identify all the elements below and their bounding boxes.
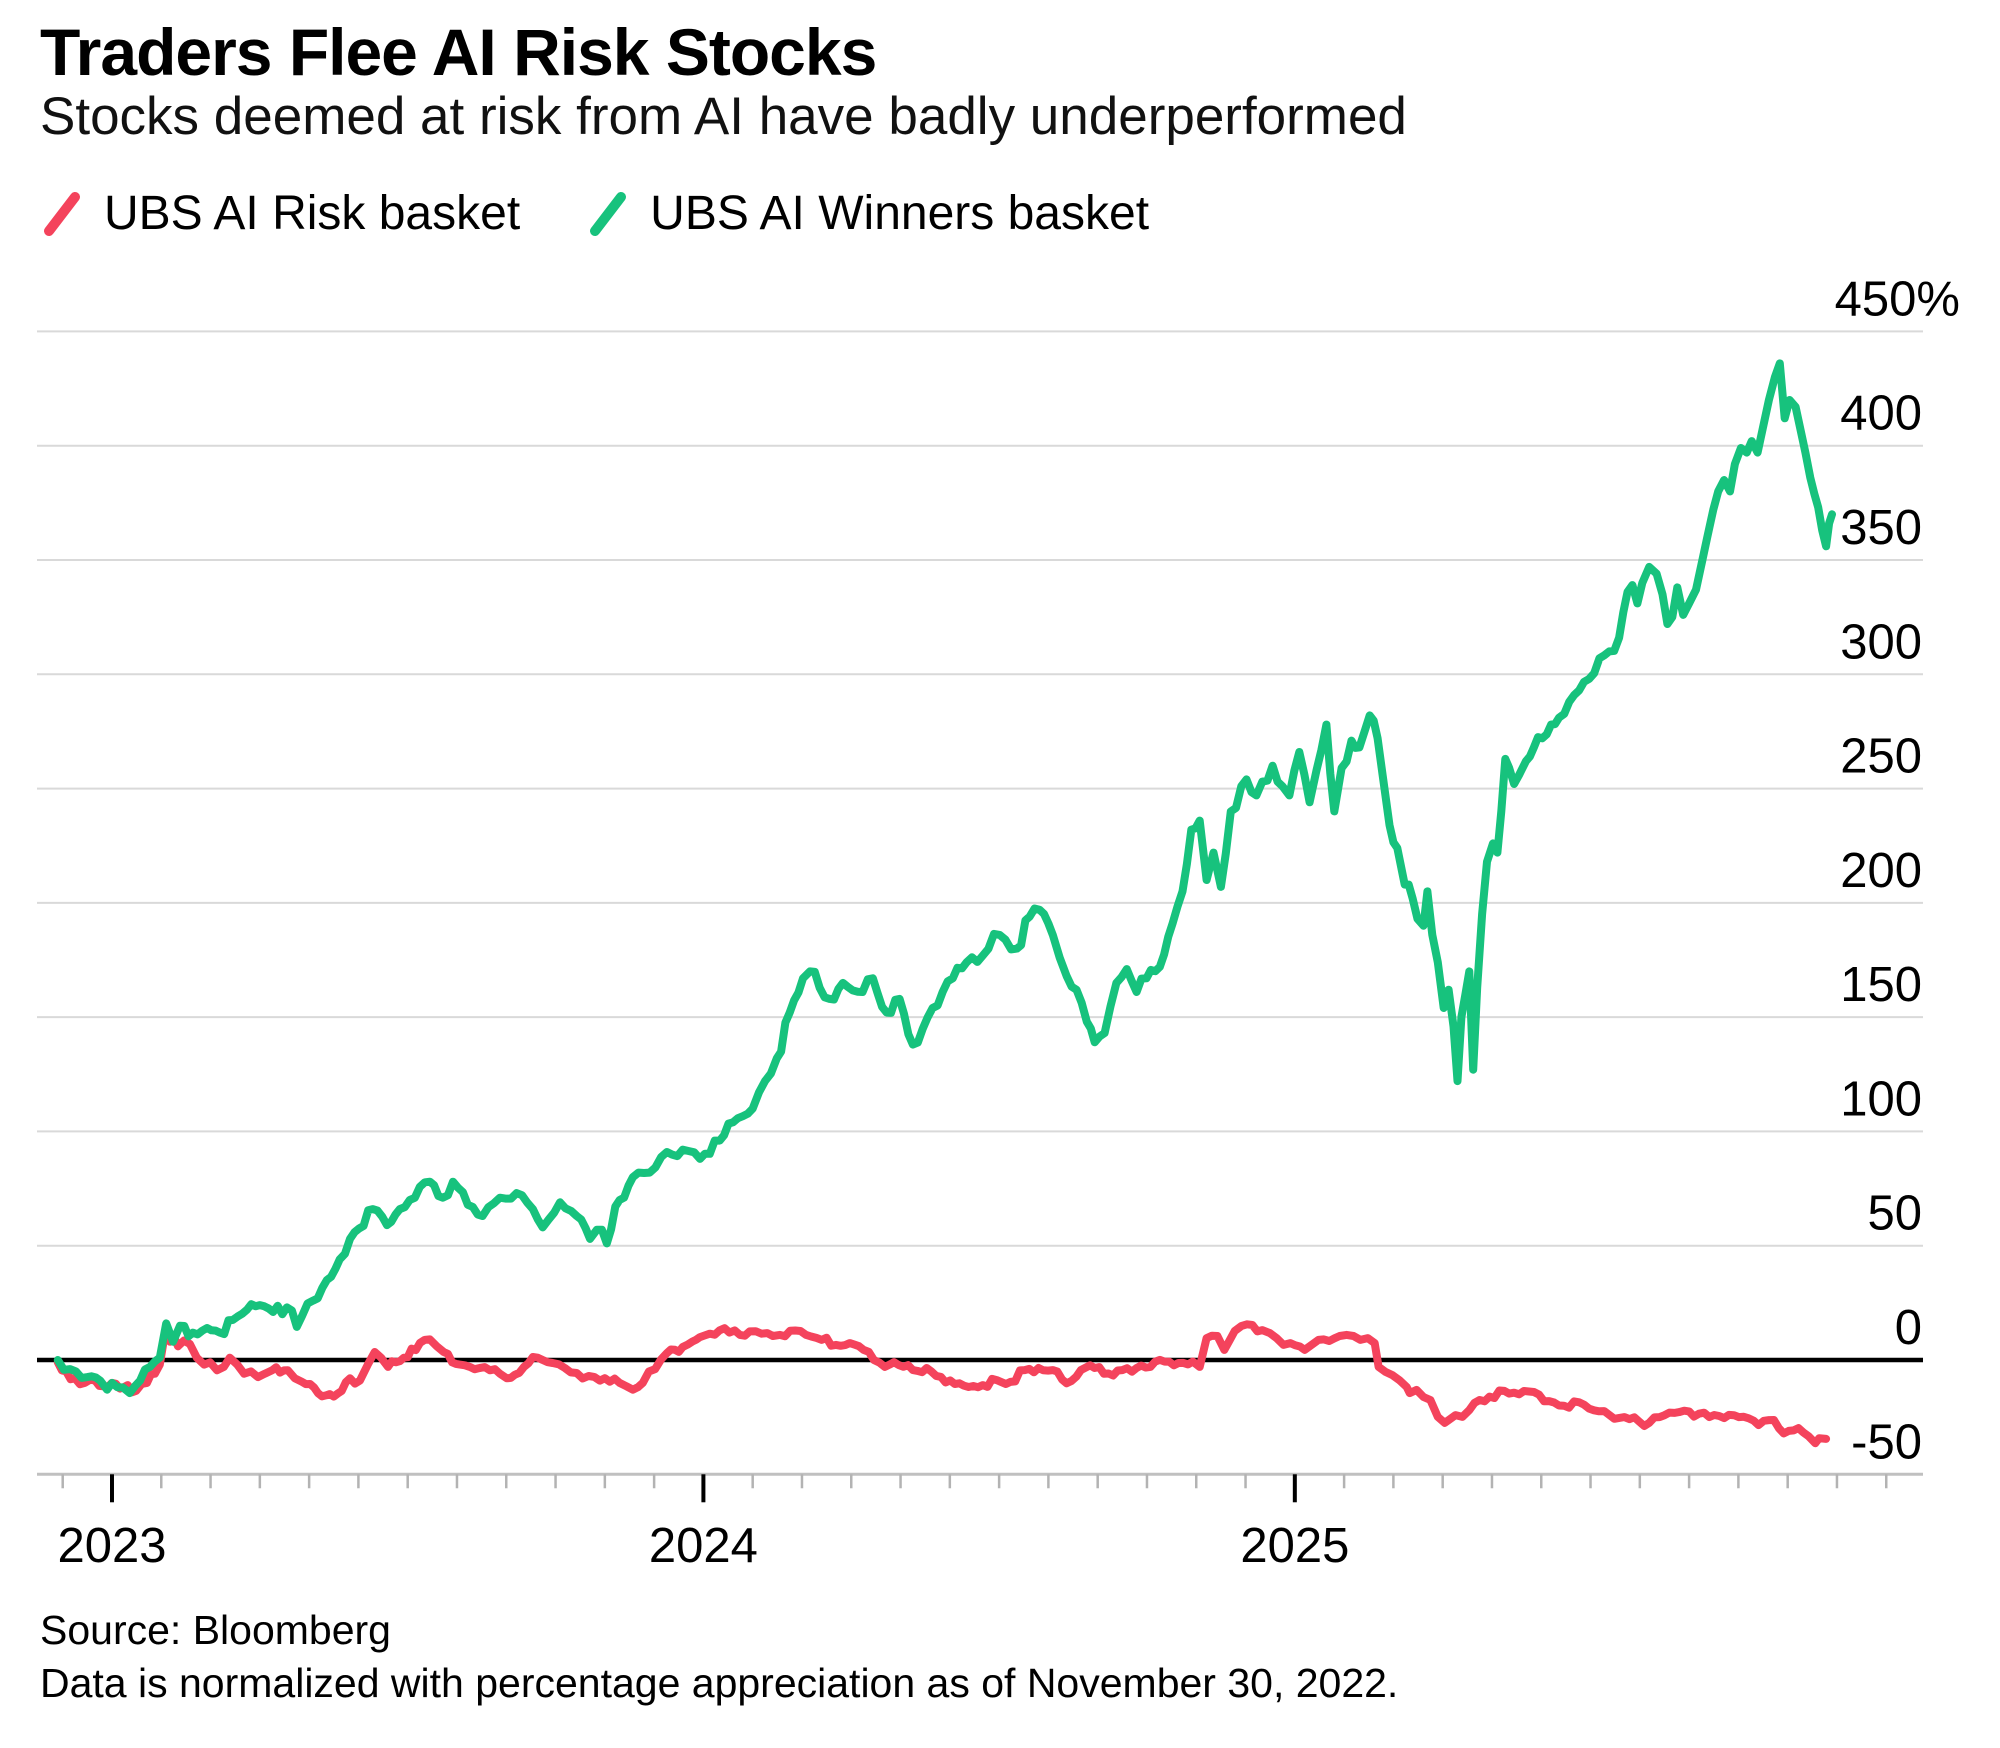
legend: UBS AI Risk basket UBS AI Winners basket [40, 186, 1149, 241]
y-axis-tick-label: 150 [1840, 958, 1922, 1012]
x-axis-tick-label: 2023 [57, 1519, 166, 1573]
y-axis-tick-label: 450% [1835, 272, 1960, 326]
legend-item-winners[interactable]: UBS AI Winners basket [586, 186, 1149, 241]
legend-label-winners: UBS AI Winners basket [650, 187, 1150, 240]
y-axis-tick-label: -50 [1851, 1415, 1922, 1469]
y-axis-tick-label: 350 [1840, 501, 1922, 555]
risk-slash-icon [44, 191, 80, 236]
source-block: Source: Bloomberg Data is normalized wit… [40, 1604, 1398, 1710]
legend-item-risk[interactable]: UBS AI Risk basket [40, 186, 520, 241]
y-axis-tick-label: 0 [1895, 1301, 1922, 1355]
legend-label-risk: UBS AI Risk basket [104, 187, 521, 240]
chart-title: Traders Flee AI Risk Stocks [40, 15, 877, 89]
x-axis-tick-label: 2025 [1240, 1519, 1349, 1573]
y-axis-tick-label: 300 [1840, 615, 1922, 669]
y-axis-tick-label: 250 [1840, 730, 1922, 784]
chart-subtitle: Stocks deemed at risk from AI have badly… [40, 87, 1407, 146]
y-axis-tick-label: 200 [1840, 844, 1922, 898]
y-axis-tick-label: 100 [1840, 1072, 1922, 1126]
y-axis-tick-label: 50 [1867, 1187, 1922, 1241]
note-line: Data is normalized with percentage appre… [40, 1660, 1399, 1706]
x-axis-tick-label: 2024 [649, 1519, 758, 1573]
risk-series-line [53, 1320, 1831, 1448]
source-line: Source: Bloomberg [40, 1607, 391, 1653]
winners-series-line [53, 359, 1836, 1398]
y-axis-tick-label: 400 [1840, 387, 1922, 441]
winners-slash-icon [590, 191, 627, 236]
